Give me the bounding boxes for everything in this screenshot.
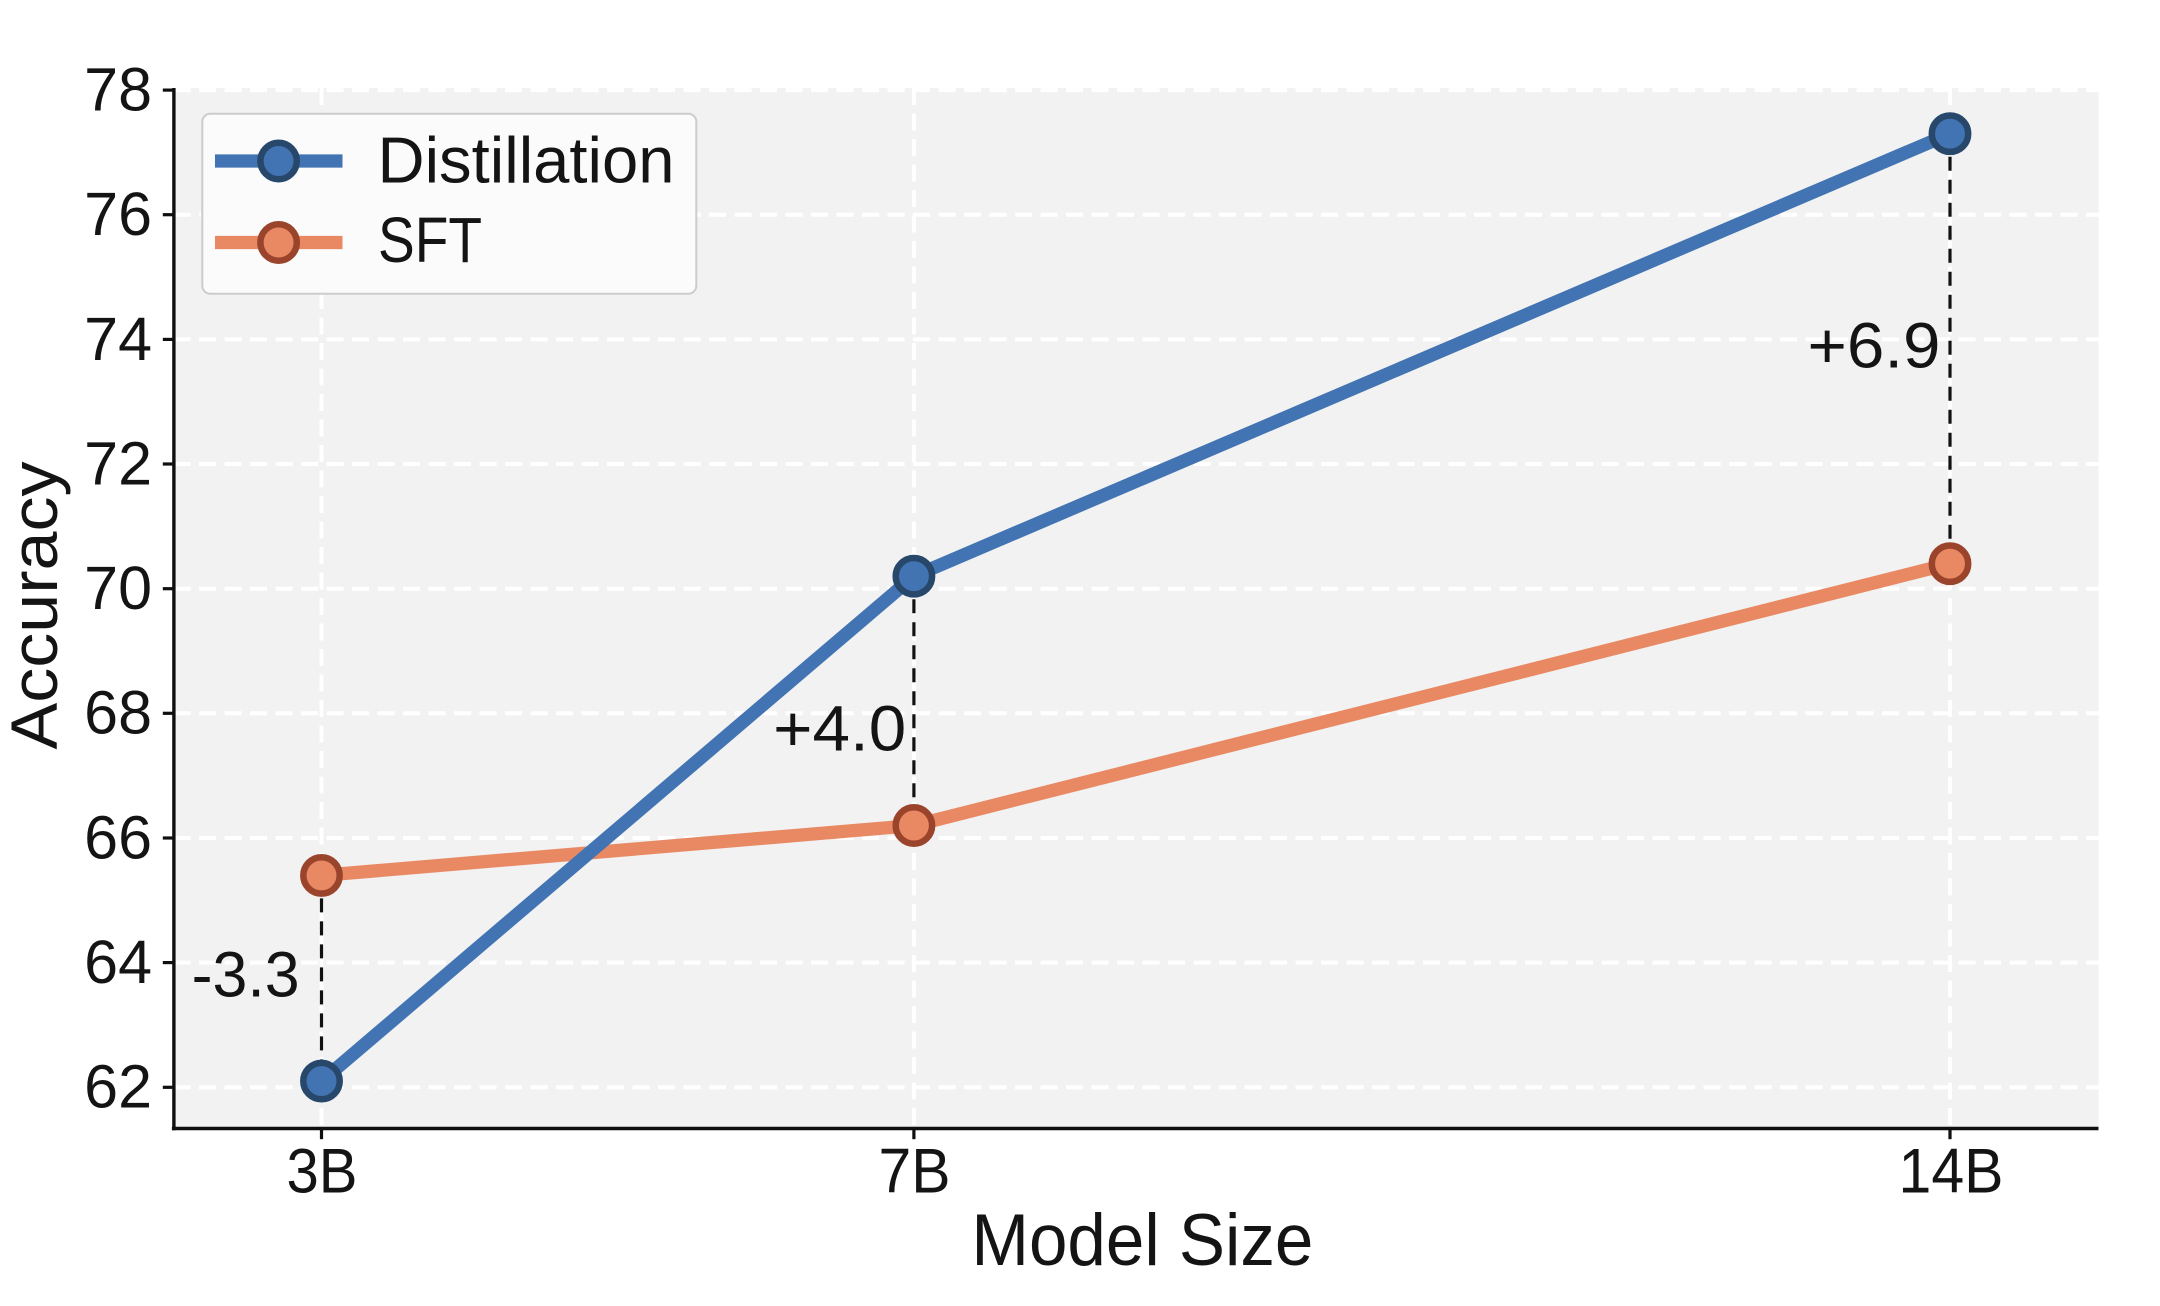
svg-text:Accuracy: Accuracy xyxy=(0,461,71,749)
svg-text:+6.9: +6.9 xyxy=(1808,310,1941,382)
svg-text:3B: 3B xyxy=(287,1137,358,1207)
svg-text:78: 78 xyxy=(84,56,152,124)
svg-text:-3.3: -3.3 xyxy=(192,939,300,1011)
svg-text:66: 66 xyxy=(84,803,152,871)
svg-text:14B: 14B xyxy=(1899,1137,2004,1207)
svg-text:SFT: SFT xyxy=(378,204,482,276)
svg-text:64: 64 xyxy=(84,928,152,996)
svg-text:74: 74 xyxy=(84,305,152,373)
svg-text:Model Size: Model Size xyxy=(971,1200,1313,1281)
svg-text:Distillation: Distillation xyxy=(378,123,675,196)
svg-text:68: 68 xyxy=(84,679,152,747)
svg-text:62: 62 xyxy=(84,1053,152,1121)
svg-text:70: 70 xyxy=(84,554,152,622)
svg-text:76: 76 xyxy=(84,180,152,248)
svg-text:72: 72 xyxy=(84,429,152,497)
svg-text:7B: 7B xyxy=(879,1137,951,1207)
svg-text:+4.0: +4.0 xyxy=(773,693,906,765)
